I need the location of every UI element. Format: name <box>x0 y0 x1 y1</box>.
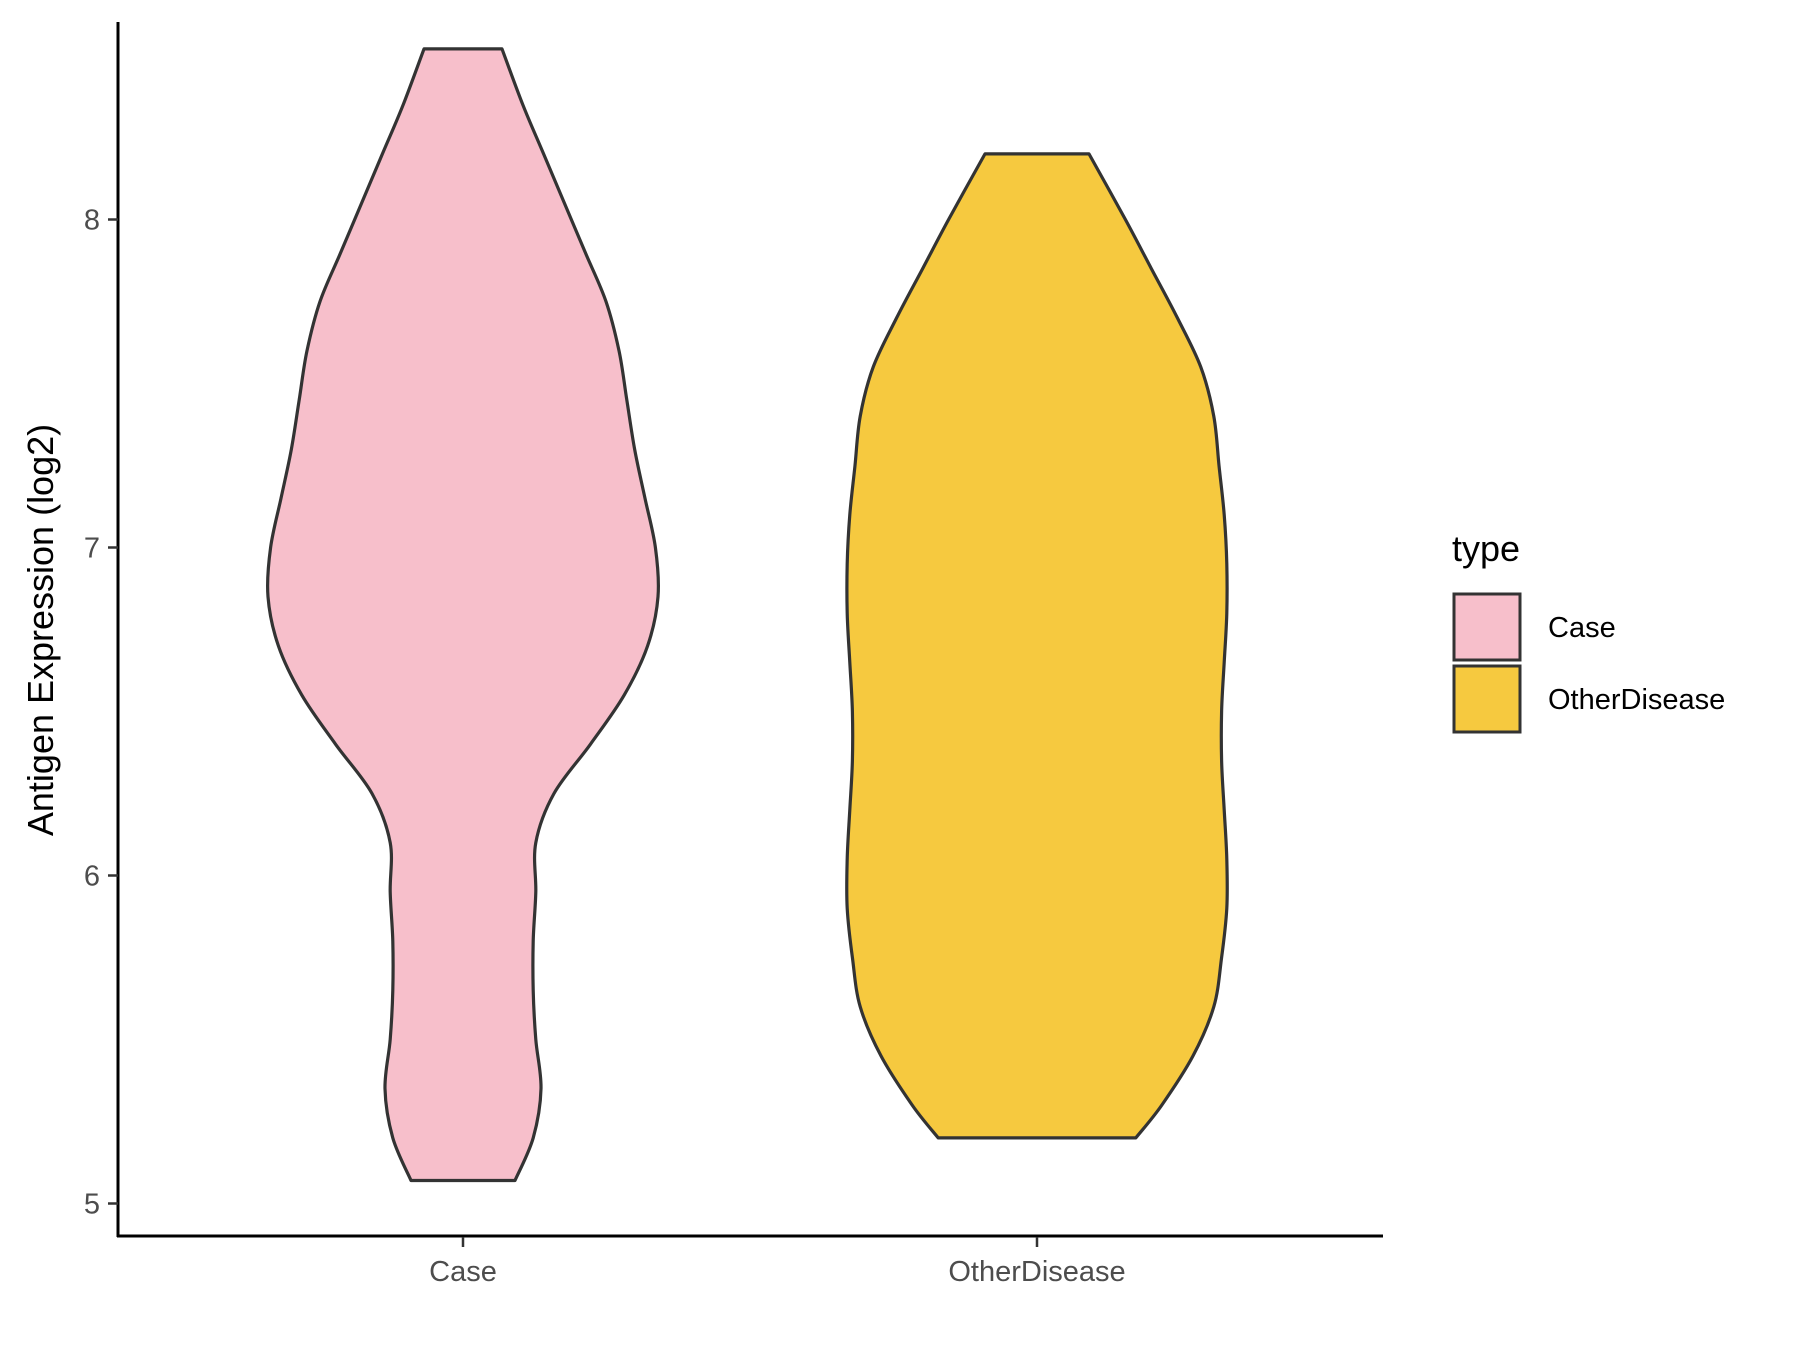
violin-case <box>265 47 661 1183</box>
legend-title: type <box>1452 528 1520 569</box>
y-tick-label: 6 <box>84 861 100 893</box>
y-tick-label: 5 <box>84 1189 100 1221</box>
y-axis-title: Antigen Expression (log2) <box>20 424 61 836</box>
violin-layer <box>265 47 1229 1183</box>
y-tick-label: 8 <box>84 205 100 237</box>
x-axis-ticks: Case OtherDisease <box>429 1237 1126 1288</box>
y-axis-ticks: 5 6 7 8 <box>84 205 118 1221</box>
x-tick-label: OtherDisease <box>948 1256 1125 1288</box>
legend-swatch <box>1452 664 1522 734</box>
legend-label: Case <box>1548 612 1616 644</box>
legend: Case OtherDisease <box>1452 592 1725 734</box>
violin-otherdisease <box>845 152 1229 1140</box>
legend-label: OtherDisease <box>1548 684 1725 716</box>
y-tick-label: 7 <box>84 533 100 565</box>
legend-swatch <box>1452 592 1522 662</box>
x-tick-label: Case <box>429 1256 497 1288</box>
